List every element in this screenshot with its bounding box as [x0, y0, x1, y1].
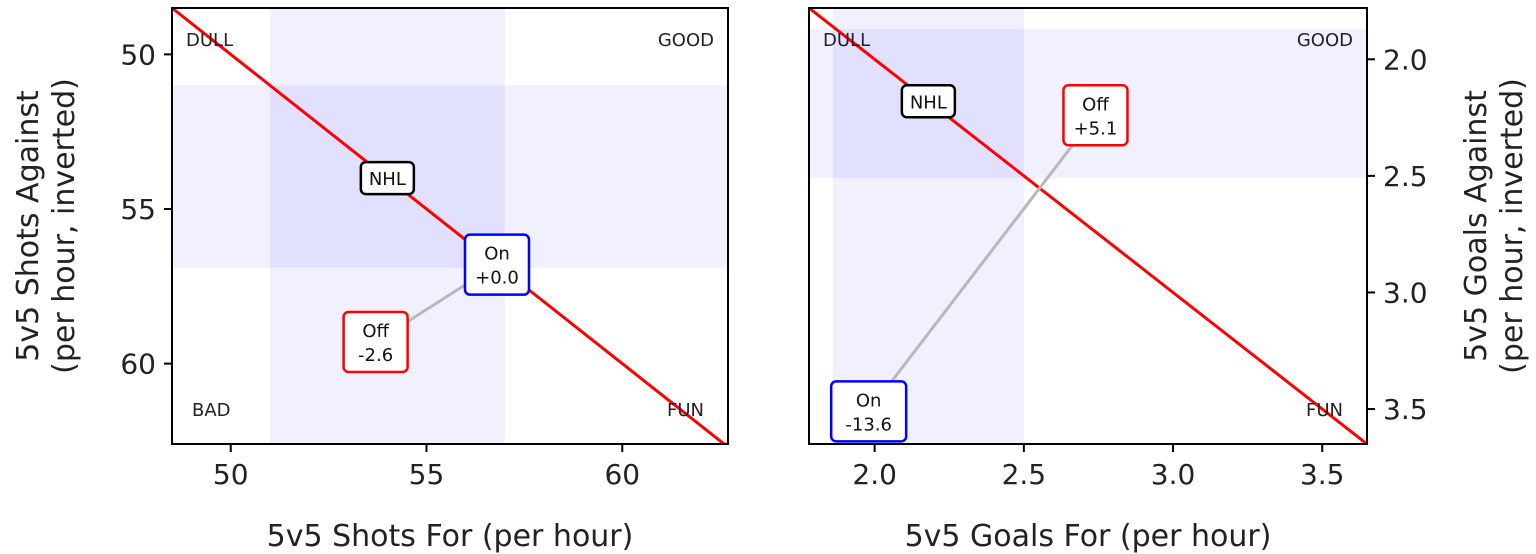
goals-plot-frame: [808, 7, 1368, 445]
shots-y-tick-label: 50: [120, 38, 156, 71]
goals-reference-line: [809, 8, 1367, 444]
point-value: -2.6: [358, 345, 393, 366]
goals-point-nhl: NHL: [900, 84, 957, 119]
point-value: +0.0: [475, 268, 519, 289]
goals-x-tick-label: 3.0: [1151, 458, 1196, 491]
goals-connector-line: [867, 114, 1097, 413]
shots-corner-label-bottom-left: BAD: [192, 400, 231, 421]
shots-x-tick-label: 50: [213, 458, 249, 491]
point-label: Off: [362, 321, 389, 342]
shots-point-off: Off -2.6: [342, 310, 409, 374]
goals-chart-panel: DULLGOODBADFUNNHLOff+5.1On-13.62.02.53.0…: [808, 7, 1530, 554]
point-label: Off: [1082, 94, 1109, 115]
point-label: NHL: [369, 169, 406, 190]
goals-y-tick-label: 3.5: [1383, 393, 1428, 426]
goals-point-on: On -13.6: [829, 380, 908, 443]
shots-corner-label-top-right: GOOD: [658, 30, 714, 51]
point-label: NHL: [910, 92, 947, 113]
shots-x-tick-label: 60: [604, 458, 640, 491]
shots-point-nhl: NHL: [359, 160, 416, 196]
goals-y-axis-label: 5v5 Goals Against(per hour, inverted): [1459, 78, 1530, 374]
shots-corner-label-top-left: DULL: [186, 30, 233, 51]
goals-x-band: [832, 8, 1024, 444]
goals-x-tick-label: 3.5: [1300, 458, 1345, 491]
goals-x-tick-label: 2.5: [1002, 458, 1047, 491]
shots-corner-label-bottom-right: FUN: [667, 400, 704, 421]
goals-corner-label-top-right: GOOD: [1297, 30, 1353, 51]
goals-y-tick-label: 2.0: [1383, 43, 1428, 76]
shots-reference-line: [172, 8, 727, 444]
point-value: +5.1: [1074, 118, 1118, 139]
shots-point-on: On +0.0: [463, 233, 531, 296]
goals-corner-label-bottom-right: FUN: [1306, 400, 1343, 421]
shots-y-axis-label: 5v5 Shots Against(per hour, inverted): [11, 78, 82, 374]
shots-y-tick-label: 60: [120, 348, 156, 381]
shots-x-tick-label: 55: [409, 458, 445, 491]
goals-corner-label-top-left: DULL: [823, 30, 870, 51]
point-label: On: [484, 244, 510, 265]
point-label: On: [856, 390, 882, 411]
point-value: -13.6: [845, 414, 892, 435]
goals-y-tick-label: 2.5: [1383, 160, 1428, 193]
shots-plot-frame: [171, 7, 729, 445]
shots-x-axis-label: 5v5 Shots For (per hour): [267, 519, 634, 554]
goals-y-tick-label: 3.0: [1383, 276, 1428, 309]
shots-y-tick-label: 55: [120, 193, 156, 226]
goals-x-axis-label: 5v5 Goals For (per hour): [905, 519, 1272, 554]
goals-x-tick-label: 2.0: [852, 458, 897, 491]
shots-y-band: [172, 85, 728, 268]
goals-point-off: Off +5.1: [1062, 84, 1129, 147]
shots-chart-panel: DULL GOOD BAD FUN NHL On +0.0 Off -2.6 50 55 60 50 55…: [11, 7, 729, 554]
